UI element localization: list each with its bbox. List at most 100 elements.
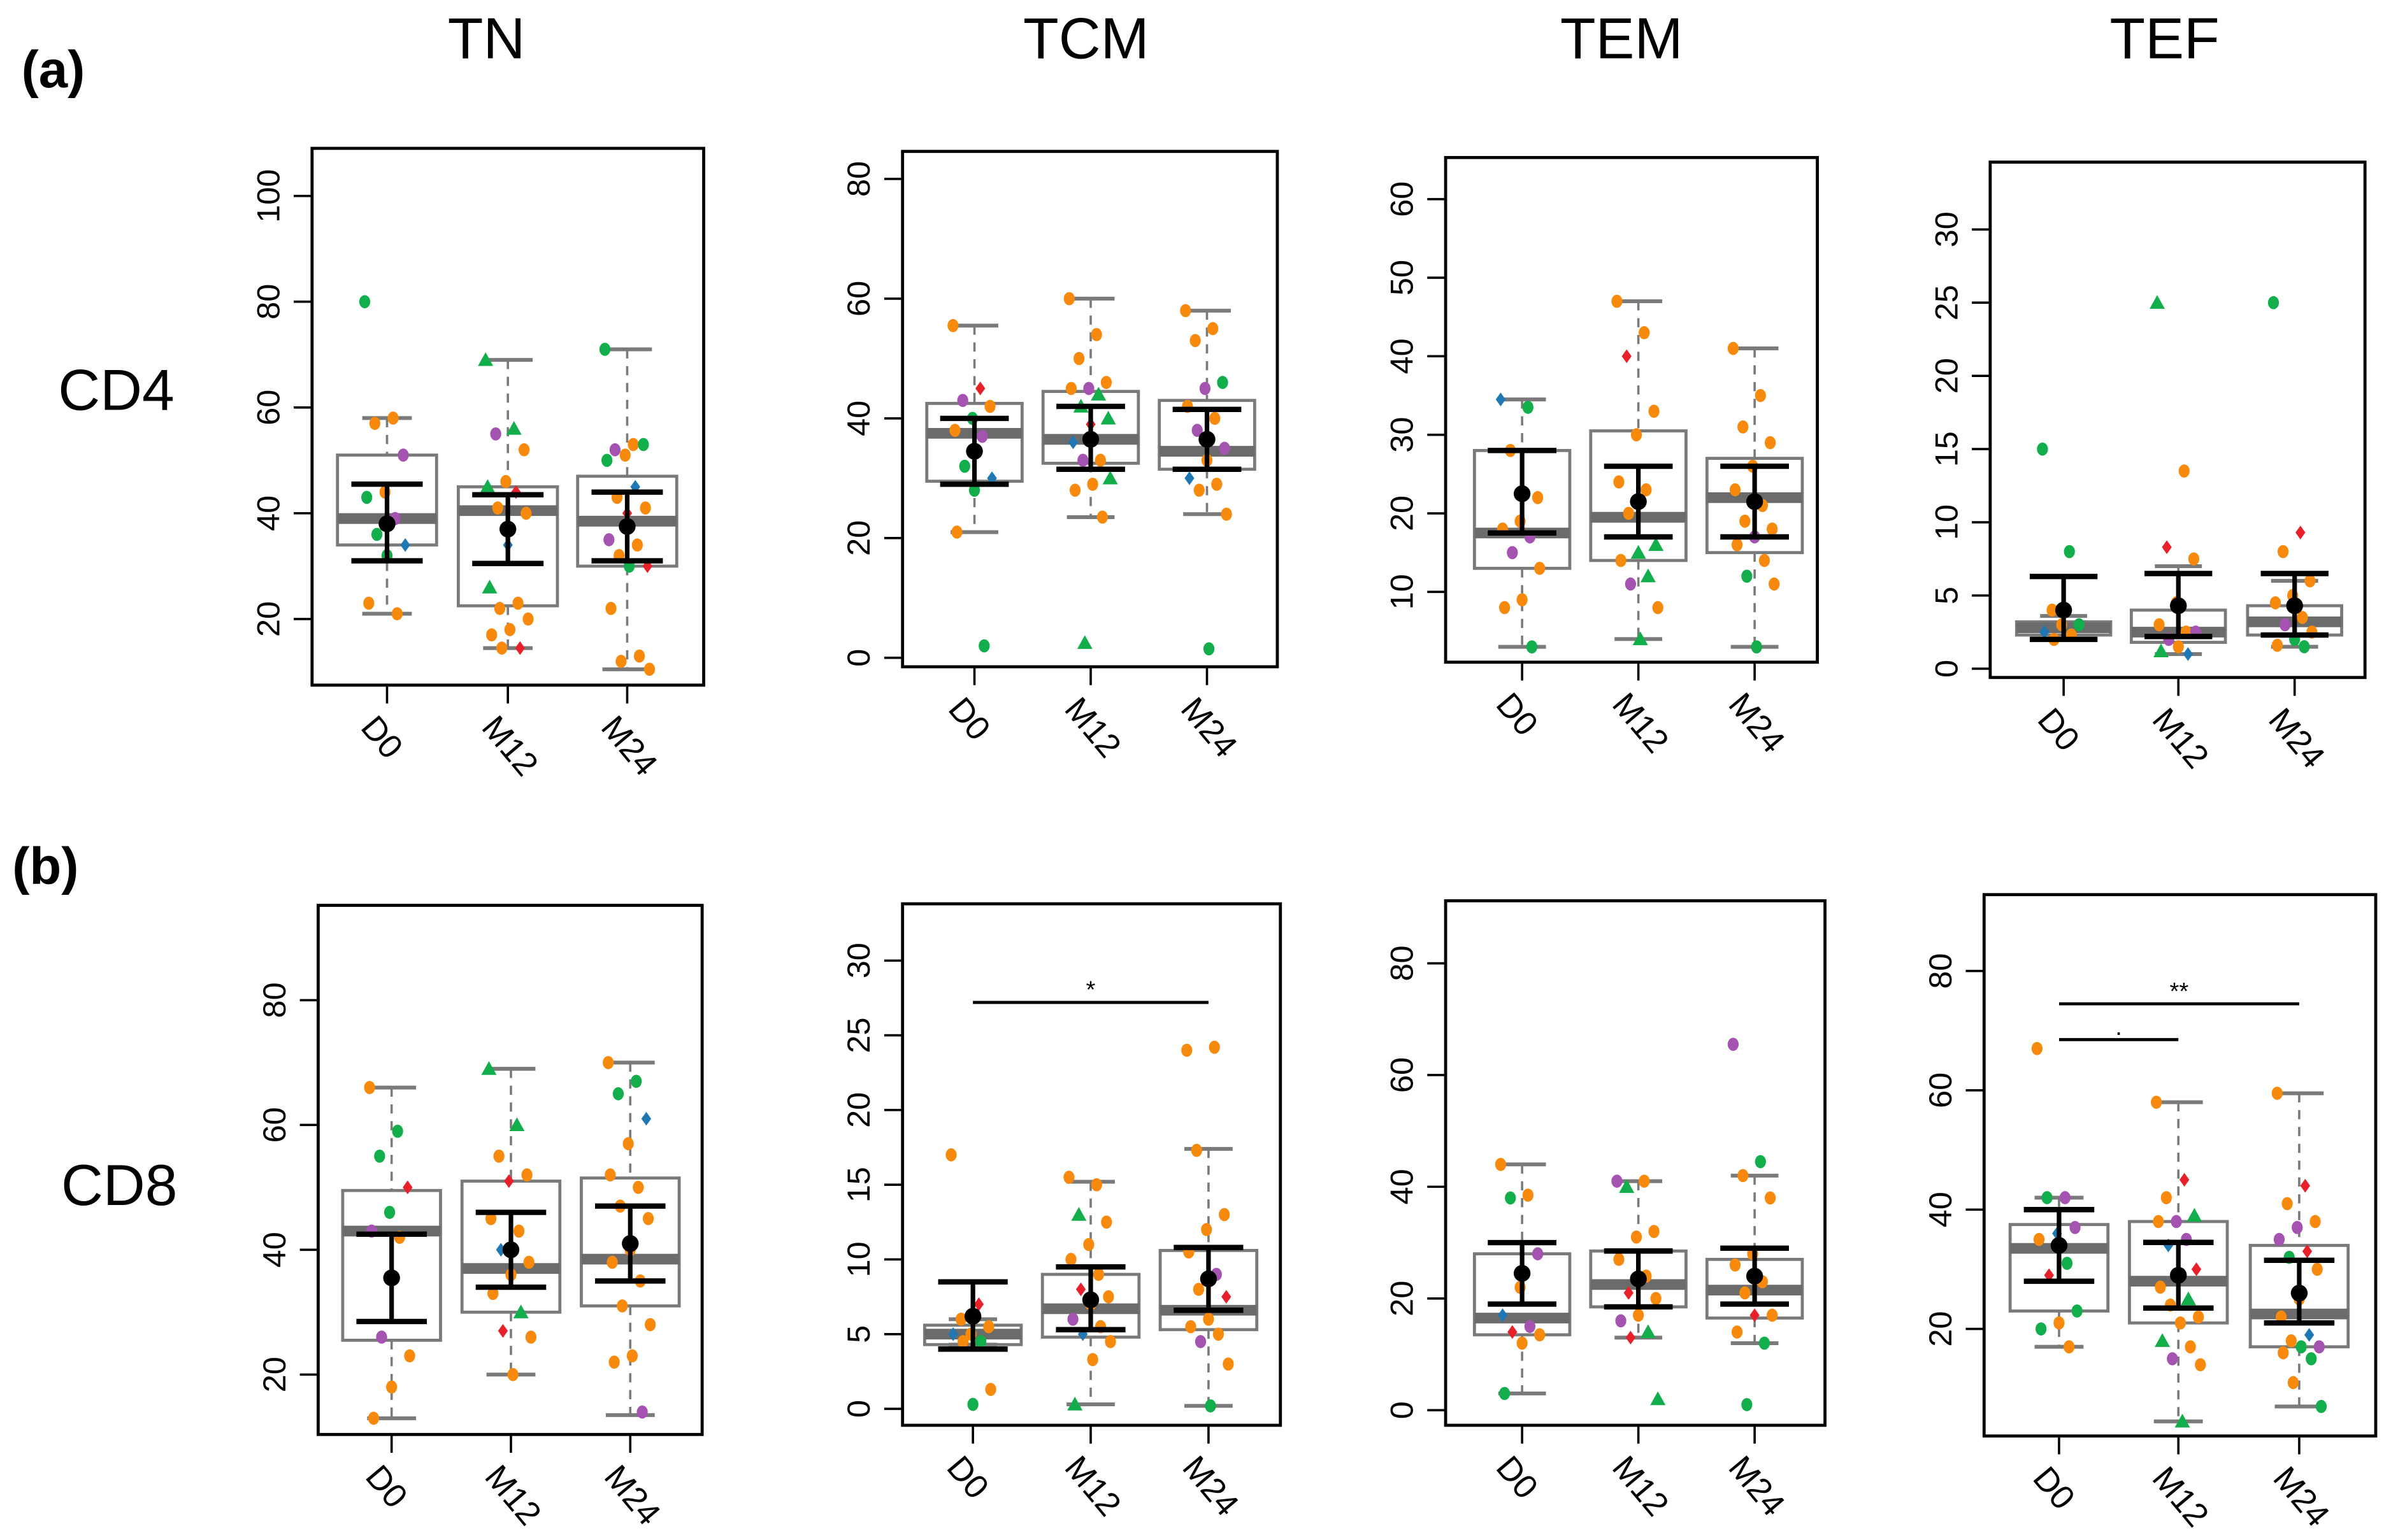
data-point — [622, 1137, 634, 1151]
data-point-diamond — [2183, 647, 2194, 661]
data-point — [2306, 1352, 2317, 1365]
data-point-diamond — [1075, 1282, 1086, 1297]
data-point-diamond — [975, 381, 986, 396]
data-point — [1769, 577, 1780, 591]
data-point — [2178, 464, 2190, 478]
data-point — [1195, 1335, 1207, 1348]
data-point — [945, 1148, 957, 1162]
column-title-tef: TEF — [2109, 6, 2219, 71]
data-point — [959, 459, 970, 473]
data-point — [2172, 640, 2184, 653]
data-point — [1209, 1041, 1220, 1054]
box-group-m24 — [1158, 1041, 1259, 1413]
data-point-triangle — [478, 352, 494, 366]
y-tick-label: 40 — [250, 496, 286, 531]
y-tick-label: 20 — [1384, 496, 1420, 531]
data-point — [640, 501, 651, 515]
data-point-triangle — [482, 580, 498, 594]
data-point — [1203, 642, 1215, 656]
y-tick-label: 80 — [840, 161, 877, 197]
iqr-box — [341, 1188, 442, 1342]
data-point — [2031, 1042, 2043, 1055]
data-point — [1516, 1336, 1528, 1350]
data-point-diamond — [2162, 540, 2172, 554]
data-point — [1648, 1225, 1660, 1238]
data-point — [1758, 553, 1770, 567]
data-point-diamond — [2191, 1262, 2202, 1276]
data-point — [404, 1349, 415, 1363]
data-point — [642, 1211, 654, 1225]
data-point — [1212, 1327, 1224, 1341]
y-tick-label: 25 — [840, 1018, 877, 1053]
box-group-m12 — [1040, 1171, 1141, 1411]
plot-frame — [1444, 899, 1827, 1427]
mean-point — [502, 1241, 520, 1258]
y-tick-label: 60 — [250, 390, 286, 425]
data-point — [979, 639, 990, 653]
data-point — [2064, 545, 2075, 559]
y-tick-label: 60 — [1384, 182, 1420, 217]
y-tick-label: 0 — [1928, 660, 1964, 678]
data-point — [2304, 574, 2316, 588]
y-tick-label: 100 — [250, 169, 286, 223]
data-point — [507, 1367, 519, 1381]
data-point-triangle — [1077, 635, 1093, 649]
data-point — [1063, 292, 1075, 306]
data-point — [1067, 1312, 1079, 1326]
data-point — [638, 438, 649, 452]
data-point — [485, 1211, 497, 1225]
data-point-triangle — [2186, 1208, 2202, 1222]
data-point — [609, 443, 621, 457]
data-point — [2153, 1215, 2164, 1229]
column-title-tcm: TCM — [1023, 6, 1149, 71]
box-group-m12 — [2128, 1095, 2229, 1428]
data-point — [1505, 1191, 1516, 1205]
data-point — [391, 607, 403, 620]
y-tick-label: 20 — [1384, 1281, 1420, 1316]
data-point — [612, 1087, 624, 1101]
data-point-triangle — [2155, 1333, 2171, 1347]
mean-point — [378, 515, 396, 532]
box-group-d0 — [2014, 442, 2113, 646]
data-point — [983, 1320, 994, 1334]
y-tick-label: 20 — [1922, 1311, 1958, 1347]
data-point — [2295, 1340, 2307, 1353]
data-point — [2271, 1087, 2283, 1100]
data-point-diamond — [2300, 1178, 2311, 1193]
y-tick-label: 30 — [1928, 211, 1964, 247]
data-point — [1639, 1174, 1650, 1188]
data-point — [1639, 326, 1650, 339]
mean-point — [619, 518, 636, 535]
iqr-box — [580, 1176, 681, 1308]
data-point — [1091, 1178, 1102, 1192]
data-point — [2299, 640, 2310, 653]
data-point — [1219, 1208, 1230, 1222]
data-point — [1087, 477, 1098, 491]
box-group-m24 — [580, 1056, 681, 1419]
data-point — [631, 538, 643, 552]
plot-frame — [1444, 155, 1819, 664]
y-tick-label: 0 — [840, 649, 877, 667]
data-point — [2185, 1340, 2196, 1353]
data-point — [369, 417, 381, 431]
data-point — [1507, 546, 1518, 560]
data-point — [2278, 1346, 2289, 1360]
data-point — [2195, 1358, 2206, 1372]
data-point — [603, 533, 615, 546]
box-group-d0 — [336, 295, 438, 620]
data-point-triangle — [2150, 295, 2165, 309]
data-point — [1065, 381, 1077, 396]
data-point — [1201, 1223, 1212, 1236]
data-point — [1767, 522, 1778, 536]
data-point — [368, 1411, 380, 1425]
data-point — [1767, 1308, 1778, 1322]
data-point — [1739, 1286, 1751, 1300]
data-point — [1069, 483, 1081, 497]
data-point — [496, 641, 508, 655]
data-point-triangle — [2180, 1291, 2196, 1306]
data-point — [599, 343, 611, 356]
data-point — [608, 1355, 620, 1369]
data-point — [619, 448, 631, 462]
data-point-diamond — [2179, 1173, 2190, 1187]
y-tick-label: 0 — [1384, 1401, 1420, 1419]
